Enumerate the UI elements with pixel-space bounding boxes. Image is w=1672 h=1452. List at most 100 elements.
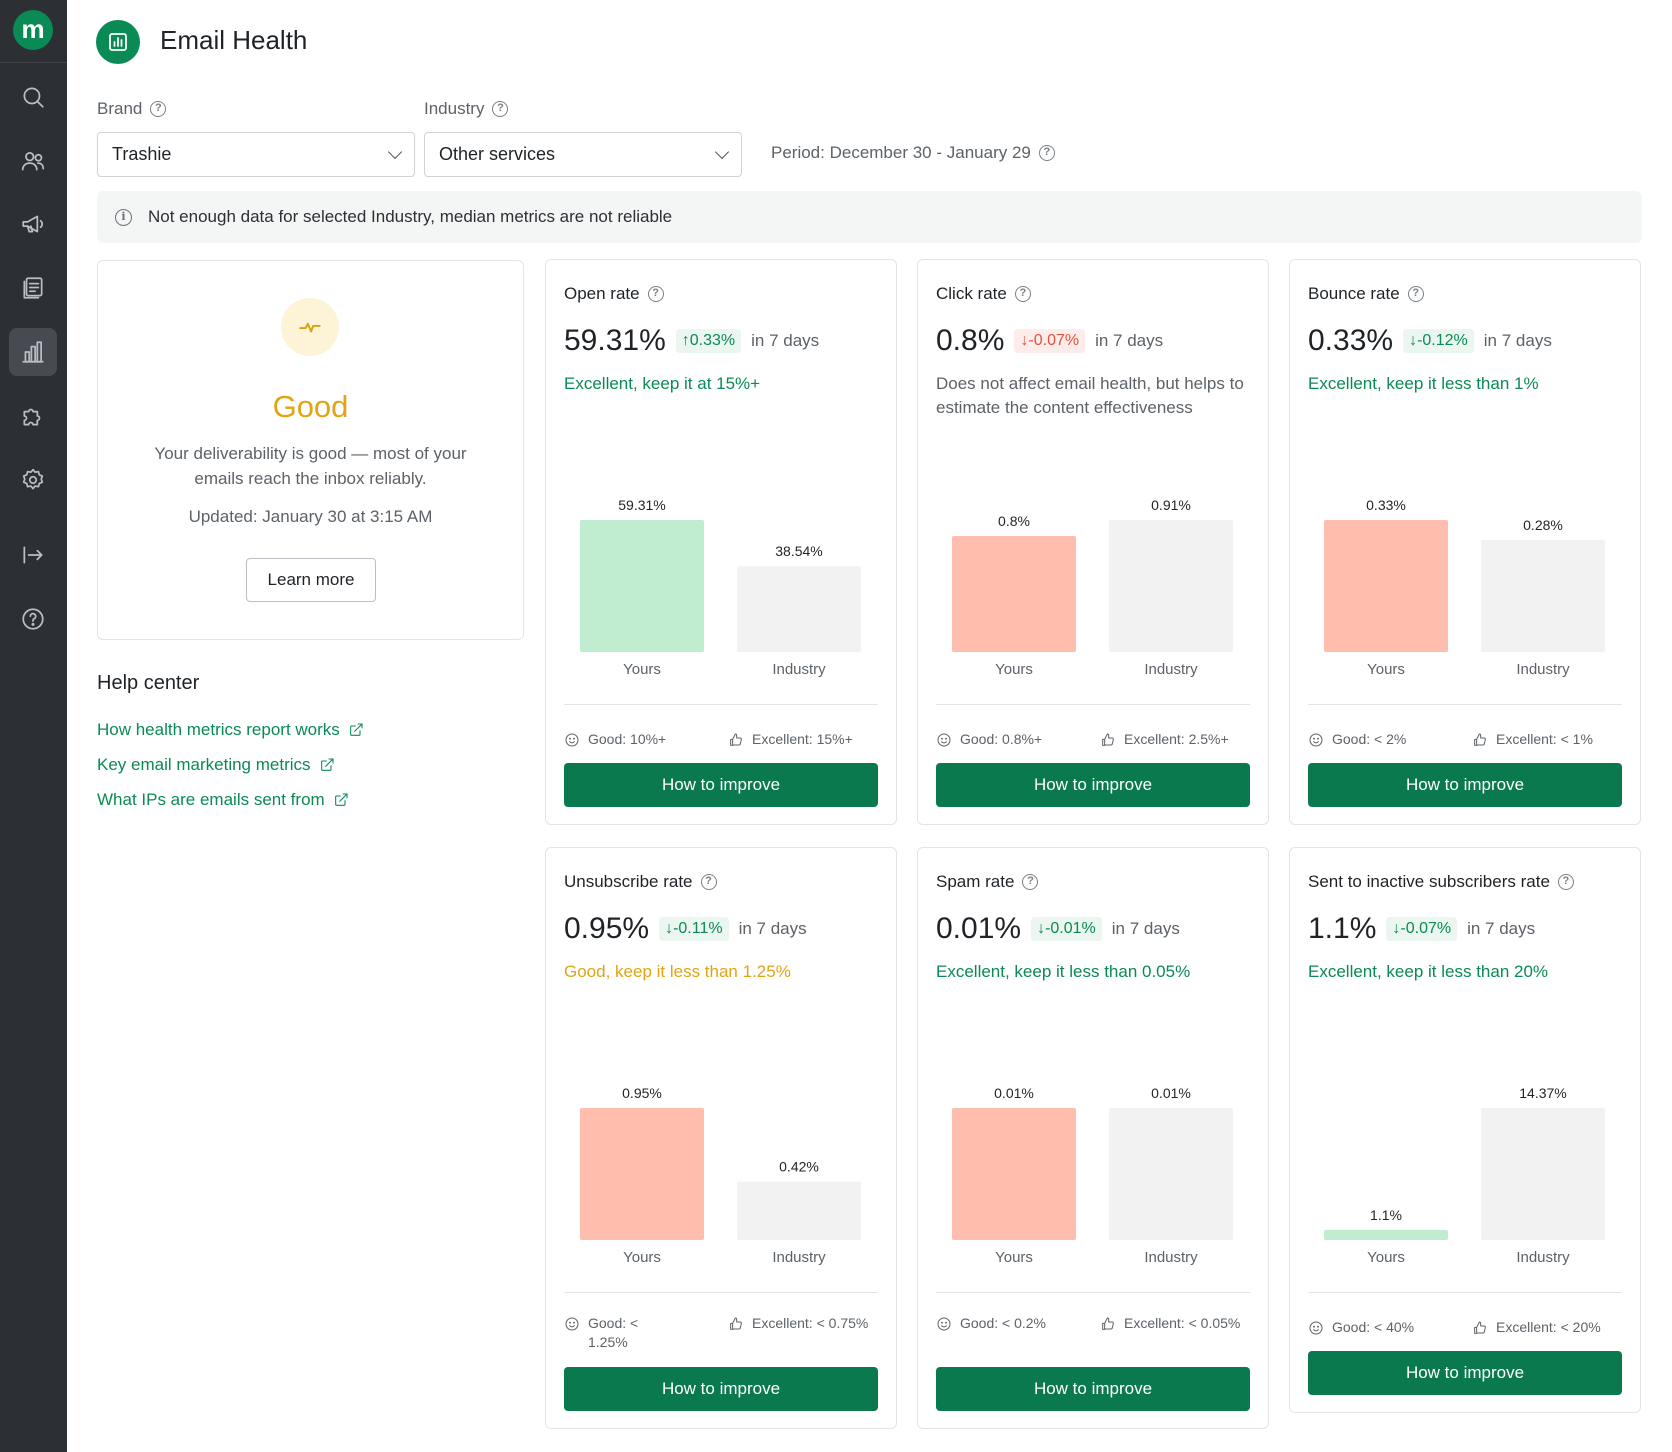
metric-title-text: Click rate [936, 284, 1007, 303]
search-icon [23, 87, 44, 108]
megaphone-icon [22, 215, 44, 233]
logout-icon [23, 546, 43, 564]
notice-banner: i Not enough data for selected Industry,… [97, 191, 1642, 243]
bar-chart: 1.1% Yours 14.37% Industry [1324, 1085, 1605, 1266]
metric-card: Spam rate? 0.01% ↓-0.01% in 7 days Excellent… [917, 847, 1269, 1429]
metric-delta-value: -0.11% [673, 920, 723, 937]
help-icon[interactable]: ? [492, 101, 509, 117]
excellent-threshold-text: Excellent: < 1% [1496, 731, 1593, 747]
help-link-text[interactable]: How health metrics report works [97, 720, 340, 739]
help-link[interactable]: What IPs are emails sent from [97, 790, 349, 810]
smile-icon [1309, 733, 1323, 747]
health-updated: Updated: January 30 at 3:15 AM [188, 507, 433, 526]
metric-message: Does not affect email health, but helps … [936, 374, 1244, 417]
help-link[interactable]: How health metrics report works [97, 720, 364, 740]
sidebar-item-reports[interactable] [9, 328, 57, 376]
industry-label-text: Industry [424, 99, 485, 118]
bar-industry [1109, 1108, 1233, 1240]
sidebar-item-help[interactable] [9, 595, 57, 643]
logo[interactable]: m [13, 10, 53, 50]
bar-value-label: 0.01% [1151, 1085, 1191, 1101]
page-icon [96, 20, 140, 64]
industry-select[interactable]: Other services [424, 132, 742, 177]
learn-more-button[interactable]: Learn more [246, 558, 376, 602]
bar-yours [952, 1108, 1076, 1240]
sidebar-item-logout[interactable] [9, 531, 57, 579]
arrow-down-icon: ↓ [665, 920, 674, 937]
help-link-text[interactable]: What IPs are emails sent from [97, 790, 325, 809]
help-icon[interactable]: ? [1038, 145, 1055, 161]
how-to-improve-button[interactable]: How to improve [1308, 763, 1622, 807]
arrow-down-icon: ↓ [1409, 332, 1418, 349]
metric-title: Unsubscribe rate? [564, 872, 717, 892]
sidebar-item-campaigns[interactable] [9, 200, 57, 248]
help-link[interactable]: Key email marketing metrics [97, 755, 335, 775]
metric-delta: ↓-0.11% [659, 917, 729, 941]
sidebar-item-integrations[interactable] [9, 392, 57, 440]
how-to-improve-button[interactable]: How to improve [564, 1367, 878, 1411]
pulse-badge [281, 298, 339, 356]
arrow-down-icon: ↓ [1392, 920, 1401, 937]
sidebar-item-search[interactable] [9, 73, 57, 121]
metric-title-text: Open rate [564, 284, 640, 303]
metric-chart: 59.31% Yours 38.54% Industry [564, 452, 878, 692]
pulse-icon [299, 322, 321, 333]
metric-title: Open rate? [564, 284, 664, 304]
metric-chart: 0.01% Yours 0.01% Industry [936, 1040, 1250, 1280]
external-link-icon [349, 723, 363, 736]
metric-message: Excellent, keep it less than 0.05% [936, 962, 1191, 981]
bar-yours [1324, 1229, 1448, 1240]
good-threshold-text: Good: < 1.25% [588, 1315, 639, 1350]
help-icon[interactable]: ? [150, 101, 167, 117]
how-to-improve-button[interactable]: How to improve [936, 1367, 1250, 1411]
brand-label-text: Brand [97, 99, 143, 118]
help-icon[interactable]: ? [700, 874, 717, 890]
metric-card: Bounce rate? 0.33% ↓-0.12% in 7 days Excelle… [1289, 259, 1641, 825]
bar-category-label: Yours [623, 661, 661, 678]
metric-period: in 7 days [1467, 919, 1536, 938]
help-icon[interactable]: ? [1022, 874, 1039, 890]
gear-icon [22, 468, 44, 490]
help-icon[interactable]: ? [1557, 874, 1574, 890]
metric-divider [564, 1292, 878, 1293]
arrow-up-icon: ↑ [681, 332, 690, 349]
metric-delta: ↑0.33% [675, 329, 742, 353]
metric-message: Excellent, keep it less than 20% [1308, 962, 1549, 981]
metric-divider [1308, 704, 1622, 705]
metric-value: 0.95% [564, 912, 650, 945]
chart-bar-icon [22, 341, 44, 363]
how-to-improve-button[interactable]: How to improve [1308, 1351, 1622, 1395]
help-icon[interactable]: ? [1014, 286, 1031, 302]
bar-yours [580, 1108, 704, 1240]
info-icon: i [115, 208, 132, 226]
external-link-icon [334, 793, 348, 806]
good-threshold: Good: 0.8%+ [936, 730, 1050, 749]
metric-card: Click rate? 0.8% ↓-0.07% in 7 days Does not … [917, 259, 1269, 825]
sidebar-item-templates[interactable] [9, 264, 57, 312]
arrow-down-icon: ↓ [1020, 332, 1029, 349]
metric-period: in 7 days [1483, 331, 1552, 350]
brand-select[interactable]: Trashie [97, 132, 415, 177]
smile-icon [565, 733, 579, 747]
metric-title: Spam rate? [936, 872, 1039, 892]
good-threshold: Good: < 2% [1308, 730, 1422, 749]
good-threshold-text: Good: 0.8%+ [960, 731, 1043, 747]
metric-divider [936, 704, 1250, 705]
bar-value-label: 14.37% [1519, 1085, 1566, 1101]
metric-title-text: Bounce rate [1308, 284, 1400, 303]
metric-period: in 7 days [738, 919, 807, 938]
metric-divider [564, 704, 878, 705]
bar-industry [737, 566, 861, 652]
metric-chart: 0.8% Yours 0.91% Industry [936, 452, 1250, 692]
help-icon[interactable]: ? [1407, 286, 1424, 302]
sidebar-item-audience[interactable] [9, 137, 57, 185]
smile-icon [1309, 1321, 1323, 1335]
how-to-improve-button[interactable]: How to improve [564, 763, 878, 807]
sidebar-item-settings[interactable] [9, 456, 57, 504]
help-icon[interactable]: ? [647, 286, 664, 302]
thumbs-up-icon [730, 1317, 742, 1330]
help-link-text[interactable]: Key email marketing metrics [97, 755, 311, 774]
good-threshold: Good: < 0.2% [936, 1314, 1050, 1333]
how-to-improve-button[interactable]: How to improve [936, 763, 1250, 807]
excellent-threshold: Excellent: < 0.75% [728, 1314, 872, 1333]
